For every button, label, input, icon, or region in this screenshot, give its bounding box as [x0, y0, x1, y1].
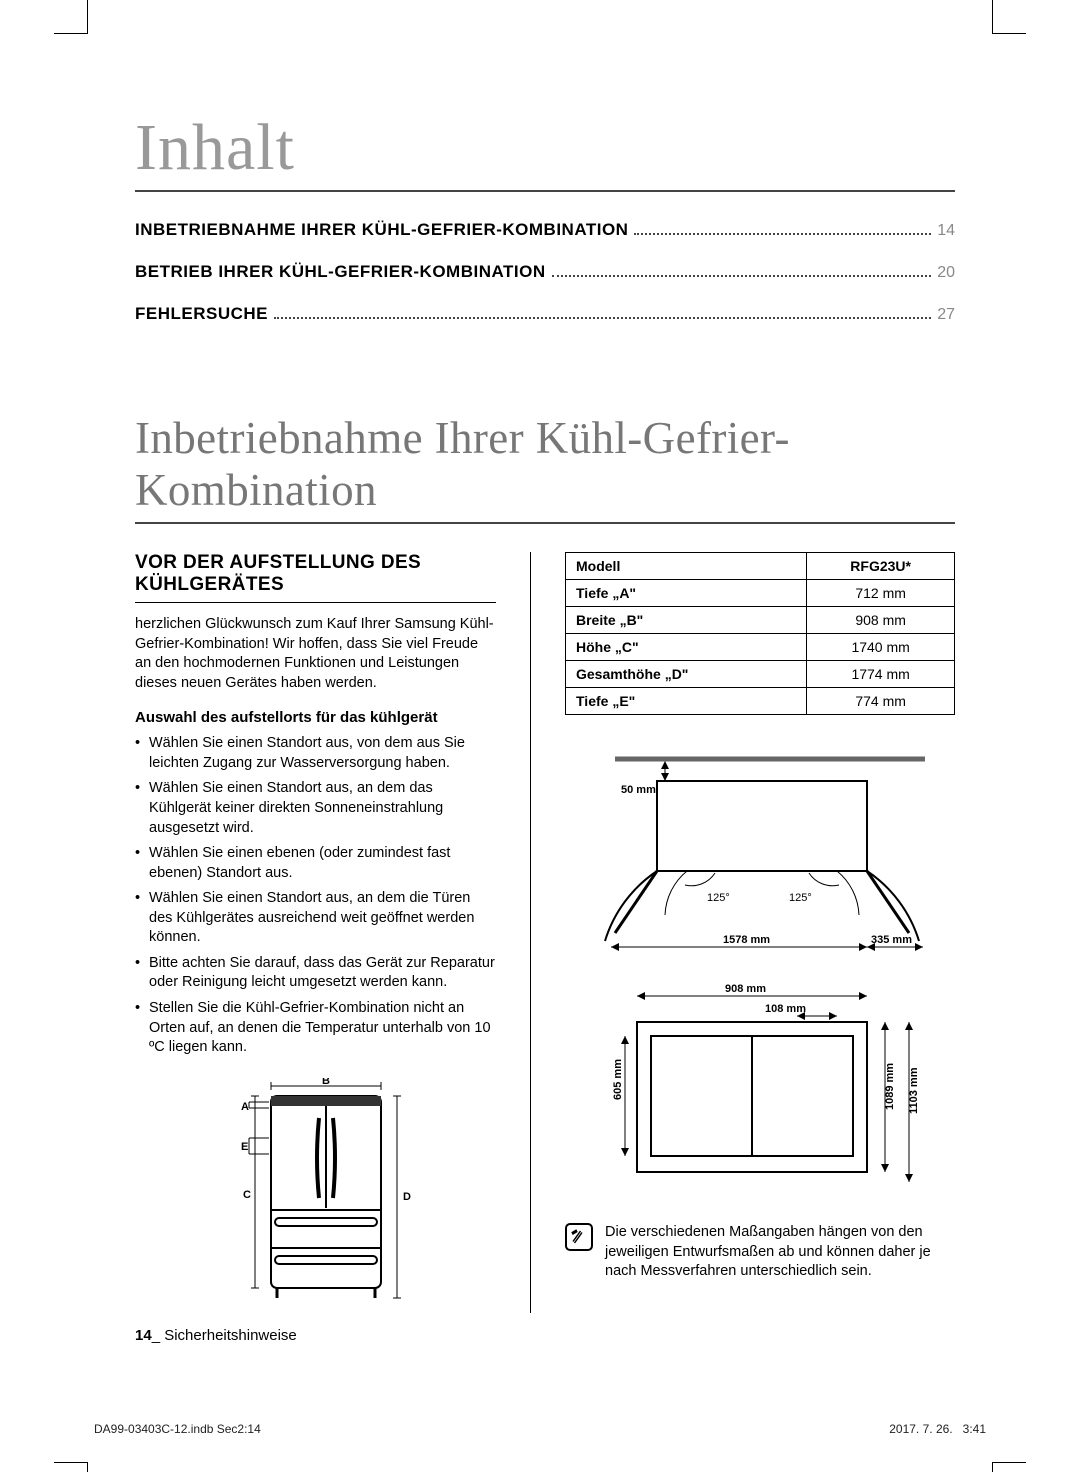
print-timestamp: 2017. 7. 26. 3:41 [889, 1422, 986, 1436]
label-d: D [403, 1191, 411, 1203]
svg-text:908 mm: 908 mm [725, 983, 766, 995]
print-footer: DA99-03403C-12.indb Sec2:14 2017. 7. 26.… [94, 1422, 986, 1436]
left-column: VOR DER AUFSTELLUNG DES KÜHLGERÄTES herz… [135, 552, 496, 1313]
toc-page: 14 [937, 222, 955, 240]
svg-text:605 mm: 605 mm [612, 1059, 624, 1100]
label-c: C [243, 1189, 251, 1201]
label-a: A [241, 1101, 249, 1113]
toc-row: FEHLERSUCHE 27 [135, 304, 955, 324]
footprint-diagram: 908 mm 108 mm 46 mm [565, 976, 955, 1201]
list-item: Wählen Sie einen Standort aus, an dem di… [135, 889, 496, 948]
note-icon [565, 1223, 593, 1251]
intro-text: herzlichen Glückwunsch zum Kauf Ihrer Sa… [135, 615, 496, 693]
toc-row: BETRIEB IHRER KÜHL-GEFRIER-KOMBINATION 2… [135, 262, 955, 282]
svg-text:125°: 125° [789, 892, 812, 904]
title-inhalt: Inhalt [135, 110, 955, 192]
svg-text:125°: 125° [707, 892, 730, 904]
top-view-diagram: 50 mm 125° 125° [565, 745, 955, 970]
toc-page: 27 [937, 306, 955, 324]
toc-row: INBETRIEBNAHME IHRER KÜHL-GEFRIER-KOMBIN… [135, 220, 955, 240]
svg-text:1089 mm: 1089 mm [884, 1063, 896, 1110]
print-file: DA99-03403C-12.indb Sec2:14 [94, 1422, 261, 1436]
th-value: RFG23U* [807, 553, 955, 580]
sub-heading: Auswahl des aufstellorts für das kühlger… [135, 709, 496, 726]
fridge-diagram: B A E C [135, 1078, 496, 1313]
list-item: Wählen Sie einen ebenen (oder zumindest … [135, 844, 496, 883]
list-item: Wählen Sie einen Standort aus, an dem da… [135, 779, 496, 838]
svg-text:335 mm: 335 mm [871, 934, 912, 946]
label-b: B [322, 1078, 330, 1087]
column-divider [530, 552, 531, 1313]
table-of-contents: INBETRIEBNAHME IHRER KÜHL-GEFRIER-KOMBIN… [135, 220, 955, 324]
right-column: Modell RFG23U* Tiefe „A"712 mm Breite „B… [565, 552, 955, 1313]
spec-table: Modell RFG23U* Tiefe „A"712 mm Breite „B… [565, 552, 955, 715]
note-text: Die verschiedenen Maßangaben hängen von … [605, 1223, 955, 1282]
svg-text:1578 mm: 1578 mm [723, 934, 770, 946]
toc-label: FEHLERSUCHE [135, 304, 268, 324]
svg-text:50 mm: 50 mm [621, 784, 656, 796]
toc-label: INBETRIEBNAHME IHRER KÜHL-GEFRIER-KOMBIN… [135, 220, 628, 240]
list-item: Wählen Sie einen Standort aus, von dem a… [135, 734, 496, 773]
title-setup: Inbetriebnahme Ihrer Kühl-Gefrier-Kombin… [135, 412, 955, 524]
toc-page: 20 [937, 264, 955, 282]
toc-label: BETRIEB IHRER KÜHL-GEFRIER-KOMBINATION [135, 262, 546, 282]
bullet-list: Wählen Sie einen Standort aus, von dem a… [135, 734, 496, 1057]
svg-text:1103 mm: 1103 mm [908, 1067, 920, 1114]
label-e: E [241, 1141, 248, 1153]
section-heading: VOR DER AUFSTELLUNG DES KÜHLGERÄTES [135, 552, 496, 603]
list-item: Stellen Sie die Kühl-Gefrier-Kombination… [135, 999, 496, 1058]
note-row: Die verschiedenen Maßangaben hängen von … [565, 1223, 955, 1282]
list-item: Bitte achten Sie darauf, dass das Gerät … [135, 954, 496, 993]
th-model: Modell [566, 553, 807, 580]
svg-text:108 mm: 108 mm [765, 1003, 806, 1015]
page-footer: 14_ Sicherheitshinweise [135, 1327, 297, 1344]
